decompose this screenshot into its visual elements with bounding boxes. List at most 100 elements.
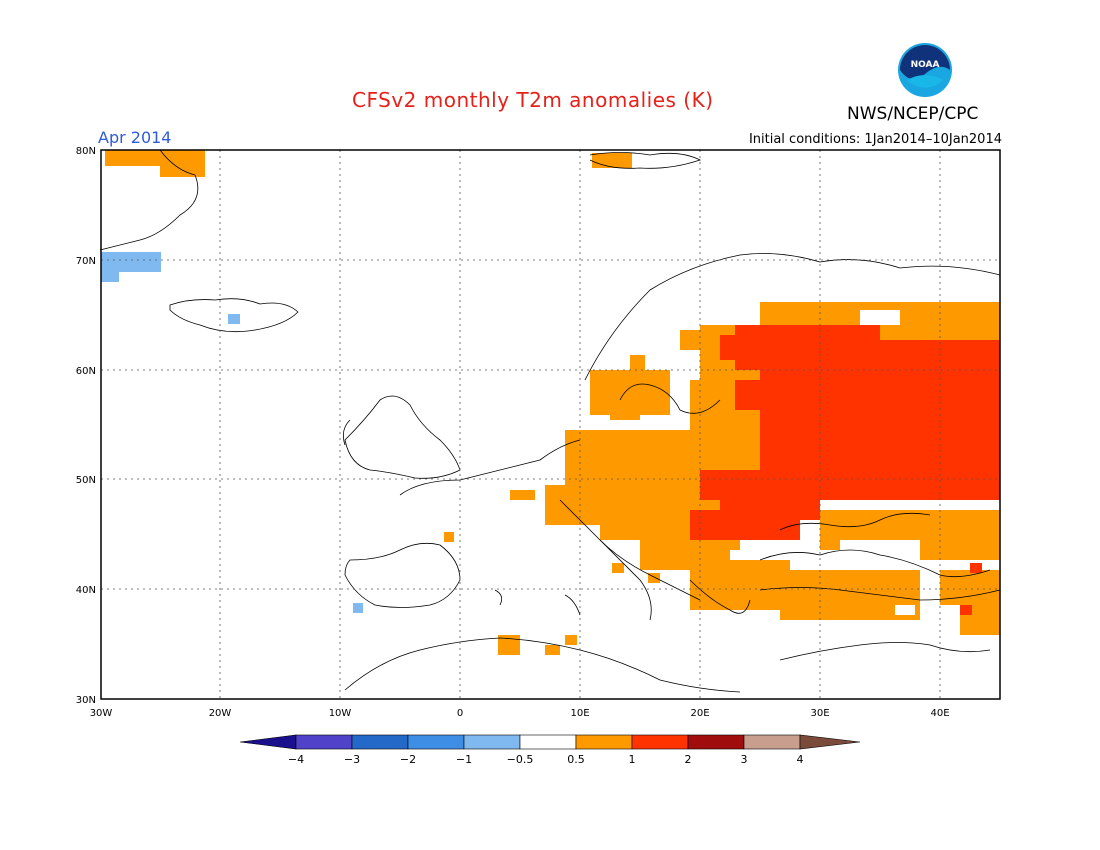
colorbar-segment	[631, 734, 689, 750]
cell	[940, 570, 1000, 605]
colorbar-label: −4	[288, 753, 304, 766]
gridlines	[101, 150, 1000, 699]
noaa-logo: NOAA	[896, 41, 954, 99]
cell	[860, 310, 900, 325]
colorbar-label: −1	[456, 753, 472, 766]
coastline	[99, 149, 199, 251]
noaa-logo-text: NOAA	[911, 60, 940, 70]
lat-axis: 80N 70N 60N 50N 40N 30N	[76, 146, 96, 706]
lon-tick-label: 10W	[329, 708, 352, 719]
cell	[228, 314, 240, 324]
lon-tick-label: 10E	[570, 708, 589, 719]
agency-label: NWS/NCEP/CPC	[847, 104, 979, 124]
lat-tick-label: 50N	[76, 475, 96, 486]
colorbar-segment	[743, 734, 801, 750]
chart-title: CFSv2 monthly T2m anomalies (K)	[352, 88, 714, 112]
colorbar-label: 2	[685, 753, 692, 766]
lon-tick-label: 20E	[690, 708, 709, 719]
coastline	[759, 549, 991, 578]
cell	[730, 550, 790, 560]
lon-tick-label: 30E	[810, 708, 829, 719]
coastline	[779, 512, 931, 531]
cell	[970, 563, 982, 573]
coastline	[559, 499, 652, 621]
colorbar-label: 4	[797, 753, 804, 766]
cell	[680, 330, 705, 350]
coastline	[599, 539, 701, 601]
colorbar-segment	[687, 734, 745, 750]
colorbar-segment	[407, 734, 465, 750]
lat-tick-label: 80N	[76, 146, 96, 157]
cell	[565, 635, 577, 645]
cell	[920, 540, 1000, 560]
cell	[592, 153, 632, 168]
cell	[720, 335, 750, 360]
cell	[160, 160, 205, 177]
coastline	[494, 589, 503, 606]
colorbar-segment	[463, 734, 521, 750]
map-frame	[100, 149, 1001, 700]
cell	[545, 645, 560, 655]
coastline	[589, 152, 702, 169]
cell	[690, 560, 790, 610]
coastline	[399, 439, 581, 496]
cell	[353, 603, 363, 613]
cell	[735, 380, 775, 410]
coastlines	[99, 149, 1001, 693]
cell	[510, 490, 535, 500]
coastline	[564, 594, 581, 616]
anomaly-cells-neg0p5-neg1	[101, 252, 363, 613]
cell	[610, 410, 640, 420]
anomaly-cells-1-2	[690, 325, 1000, 615]
cell	[648, 573, 660, 583]
anomaly-gaps	[680, 300, 920, 615]
lon-axis: 30W 20W 10W 0 10E 20E 30E 40E	[90, 708, 950, 719]
lon-tick-label: 0	[457, 708, 463, 719]
lon-tick-label: 20W	[209, 708, 232, 719]
colorbar-label: −2	[400, 753, 416, 766]
colorbar	[239, 734, 861, 750]
cell	[895, 605, 915, 615]
coastline	[779, 642, 991, 661]
cell	[101, 252, 161, 272]
cell	[612, 563, 624, 573]
colorbar-labels: −4 −3 −2 −1 −0.5 0.5 1 2 3 4	[288, 753, 804, 766]
coastline	[759, 587, 1001, 601]
colorbar-segment	[519, 734, 577, 750]
coastline	[342, 419, 351, 446]
coastline	[689, 579, 751, 614]
lat-tick-label: 60N	[76, 366, 96, 377]
colorbar-label: −0.5	[507, 753, 534, 766]
coastline	[584, 253, 1001, 381]
cell	[498, 635, 520, 655]
colorbar-label: 1	[629, 753, 636, 766]
colorbar-segment	[575, 734, 633, 750]
colorbar-arrow-right	[799, 734, 861, 750]
coastline	[619, 383, 721, 414]
colorbar-segment	[351, 734, 409, 750]
forecast-month-label: Apr 2014	[98, 128, 172, 147]
cell	[630, 355, 645, 370]
lon-tick-label: 30W	[90, 708, 113, 719]
cell	[101, 272, 119, 282]
initial-conditions-label: Initial conditions: 1Jan2014–10Jan2014	[748, 132, 1002, 147]
colorbar-label: −3	[344, 753, 360, 766]
colorbar-arrow-left	[239, 734, 297, 750]
cell	[680, 300, 760, 325]
coastline	[344, 395, 461, 479]
lat-tick-label: 70N	[76, 256, 96, 267]
coastline	[344, 637, 741, 693]
coastline	[344, 542, 461, 608]
coastline	[169, 298, 299, 333]
colorbar-label: 3	[741, 753, 748, 766]
cell	[690, 510, 800, 540]
cell	[590, 370, 670, 415]
cell	[444, 532, 454, 542]
colorbar-segment	[295, 734, 353, 750]
colorbar-label: 0.5	[567, 753, 585, 766]
lat-tick-label: 30N	[76, 695, 96, 706]
lat-tick-label: 40N	[76, 585, 96, 596]
lon-tick-label: 40E	[930, 708, 949, 719]
cell	[960, 605, 972, 615]
